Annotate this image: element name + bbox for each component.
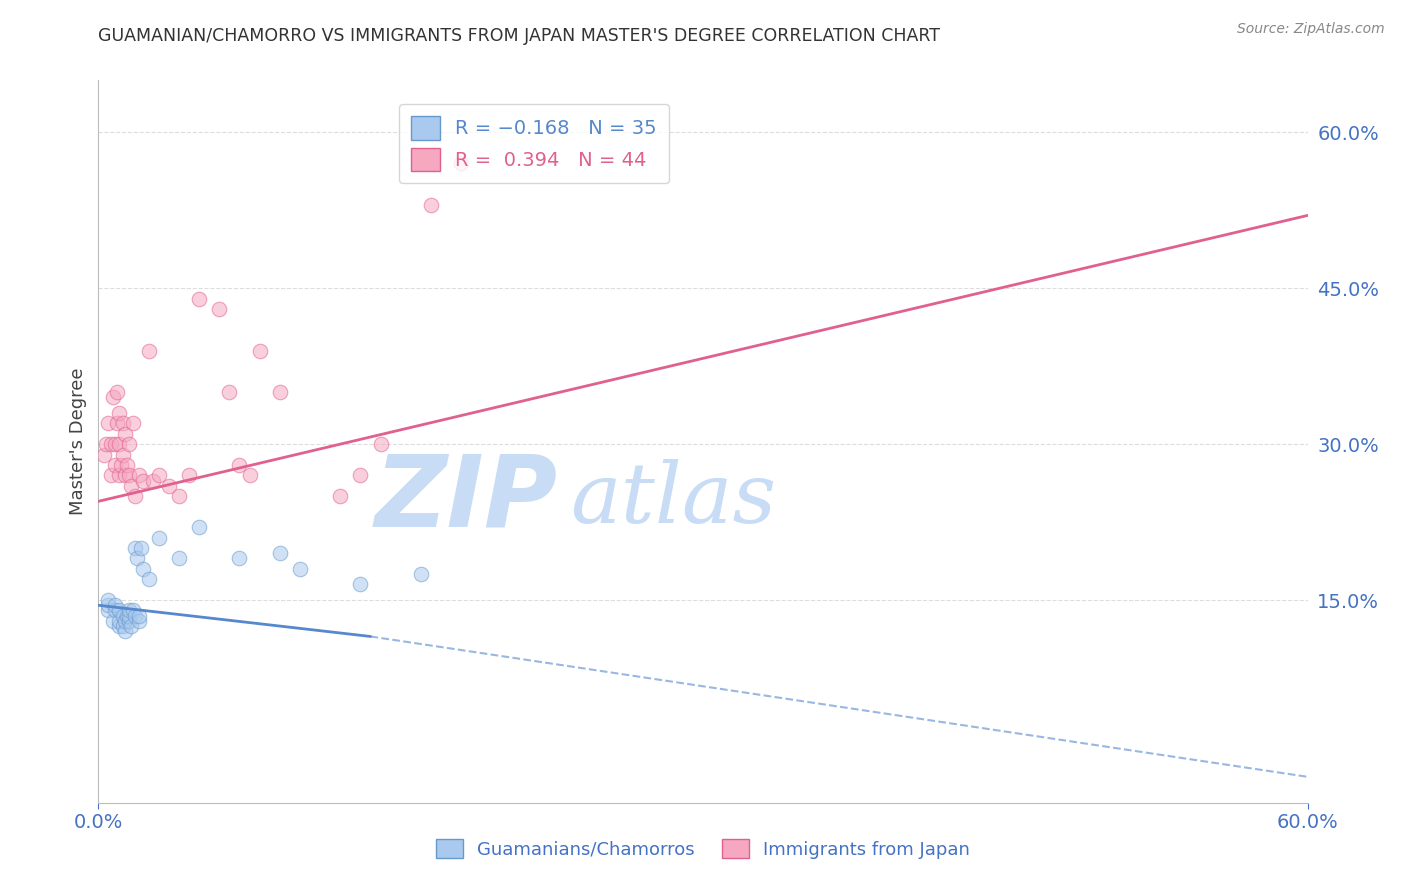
Point [103,458,125,472]
Point [115,458,138,472]
Point [101,390,124,404]
Point [269,546,291,560]
Point [124,541,146,555]
Point [409,567,432,582]
Point [107,437,129,451]
Point [111,619,134,633]
Point [138,343,160,358]
Point [239,468,262,483]
Point [125,551,148,566]
Point [97,593,120,607]
Point [188,292,211,306]
Point [228,458,250,472]
Point [107,619,129,633]
Point [124,489,146,503]
Point [107,468,129,483]
Text: GUAMANIAN/CHAMORRO VS IMMIGRANTS FROM JAPAN MASTER'S DEGREE CORRELATION CHART: GUAMANIAN/CHAMORRO VS IMMIGRANTS FROM JA… [98,27,941,45]
Text: atlas: atlas [569,458,776,540]
Point [179,468,201,483]
Point [121,417,143,431]
Point [148,531,170,545]
Point [111,608,134,623]
Point [107,406,129,420]
Point [111,448,134,462]
Point [349,468,371,483]
Point [138,572,160,586]
Point [118,468,141,483]
Point [218,385,240,400]
Point [157,479,180,493]
Point [107,614,129,628]
Point [118,608,141,623]
Point [128,468,150,483]
Point [167,489,190,503]
Point [128,614,150,628]
Point [132,474,155,488]
Point [110,458,132,472]
Point [97,599,120,613]
Point [114,468,136,483]
Point [115,608,138,623]
Point [148,468,170,483]
Point [167,551,190,566]
Point [118,614,141,628]
Legend: Guamanians/Chamorros, Immigrants from Japan: Guamanians/Chamorros, Immigrants from Ja… [429,832,977,866]
Point [349,577,371,591]
Point [103,603,125,617]
Point [450,156,472,170]
Point [228,551,250,566]
Point [105,417,128,431]
Point [103,437,125,451]
Point [269,385,291,400]
Text: ZIP: ZIP [375,450,558,548]
Point [97,417,120,431]
Point [97,603,120,617]
Point [114,614,136,628]
Point [100,437,122,451]
Point [103,599,125,613]
Point [188,520,211,534]
Point [93,448,115,462]
Point [288,562,311,576]
Point [142,474,165,488]
Point [124,608,146,623]
Point [105,385,128,400]
Point [100,468,122,483]
Point [114,426,136,441]
Point [121,603,143,617]
Point [132,562,155,576]
Point [114,624,136,639]
Point [120,479,142,493]
Point [249,343,271,358]
Point [120,619,142,633]
Point [129,541,152,555]
Point [107,603,129,617]
Point [101,614,124,628]
Point [329,489,352,503]
Point [111,417,134,431]
Text: Source: ZipAtlas.com: Source: ZipAtlas.com [1237,22,1385,37]
Point [118,437,141,451]
Point [420,198,443,212]
Point [128,608,150,623]
Point [370,437,392,451]
Point [96,437,118,451]
Point [118,603,141,617]
Y-axis label: Master's Degree: Master's Degree [69,368,87,516]
Point [208,301,231,316]
